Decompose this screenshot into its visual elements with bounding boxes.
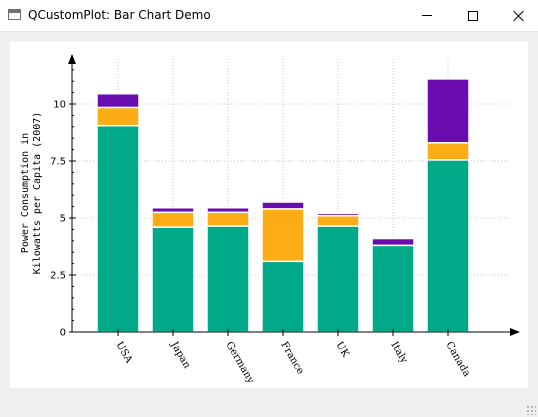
title-bar: QCustomPlot: Bar Chart Demo: [0, 0, 538, 32]
bar-japan-series-3: [151, 206, 195, 214]
close-icon: [513, 10, 525, 22]
y-tick-label: 7.5: [50, 157, 66, 168]
resize-grip[interactable]: [526, 405, 536, 415]
bar-france-series-3: [261, 201, 305, 210]
bar-germany-series-3: [206, 206, 250, 214]
y-tick-label: 0: [60, 328, 66, 339]
plot-area[interactable]: 0 2.5 5 7.5 10 USA Japan Germany France UK Italy Ca…: [10, 42, 528, 388]
bar-chart[interactable]: 0 2.5 5 7.5 10 USA Japan Germany France UK Italy Ca…: [10, 42, 528, 388]
bar-italy-series-1: [371, 244, 415, 333]
y-axis-label-line-2: Kilowatts per Capita (2007): [32, 112, 43, 275]
x-tick-label-germany: Germany: [223, 340, 256, 386]
window-title: QCustomPlot: Bar Chart Demo: [28, 8, 211, 22]
bar-france-series-2: [261, 208, 305, 263]
y-tick-label: 10: [53, 100, 66, 111]
window-icon: [8, 9, 21, 20]
x-tick-label-usa: USA: [113, 340, 134, 366]
y-axis-arrow: [68, 54, 76, 64]
minimize-icon: [422, 15, 432, 16]
x-tick-label-italy: Italy: [388, 340, 409, 366]
bar-japan-series-2: [151, 211, 195, 228]
bar-usa-series-1: [96, 124, 140, 333]
bar-canada-series-3: [426, 78, 470, 144]
bar-germany-series-2: [206, 211, 250, 227]
x-axis-arrow: [510, 328, 520, 336]
y-tick-label: 2.5: [50, 271, 66, 282]
bar-uk-series-1: [316, 225, 360, 333]
bar-canada-series-1: [426, 159, 470, 333]
bar-germany-series-1: [206, 225, 250, 333]
x-tick-label-canada: Canada: [443, 340, 472, 379]
bar-italy-series-3: [371, 237, 415, 247]
bar-usa-series-3: [96, 92, 140, 109]
maximize-icon: [468, 10, 478, 21]
y-axis-label-line-1: Power Consumption in: [20, 133, 31, 253]
bar-uk-series-2: [316, 214, 360, 227]
bar-japan-series-1: [151, 226, 195, 333]
x-tick-label-france: France: [278, 340, 305, 376]
y-tick-label: 5: [60, 214, 66, 225]
bar-france-series-1: [261, 260, 305, 333]
bar-usa-series-2: [96, 106, 140, 127]
maximize-button[interactable]: [450, 0, 496, 31]
minimize-button[interactable]: [404, 0, 450, 31]
bar-canada-series-2: [426, 142, 470, 161]
x-tick-label-japan: Japan: [168, 339, 193, 371]
bar-uk-series-3: [316, 212, 360, 217]
close-button[interactable]: [496, 0, 538, 31]
y-axis-label: Power Consumption in Kilowatts per Capita…: [20, 112, 43, 275]
x-tick-label-uk: UK: [333, 340, 351, 360]
